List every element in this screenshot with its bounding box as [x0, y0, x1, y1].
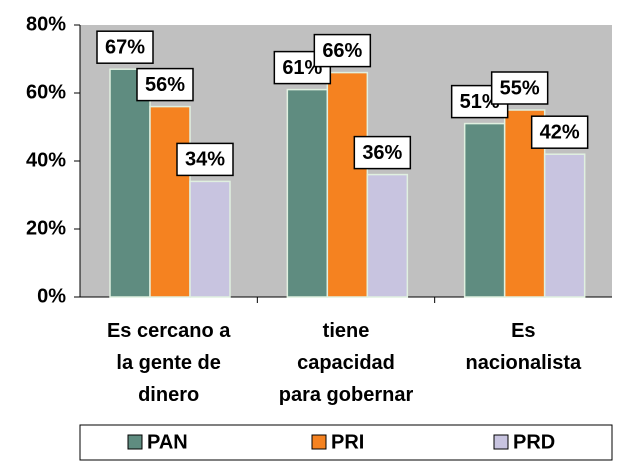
y-tick-label: 60% [26, 81, 66, 103]
value-label: 42% [540, 121, 580, 143]
y-tick-label: 0% [37, 285, 66, 307]
bar [286, 88, 329, 298]
value-label: 67% [105, 36, 145, 58]
value-label: 55% [500, 77, 540, 99]
value-label: 34% [185, 149, 225, 171]
y-tick-label: 20% [26, 217, 66, 239]
value-label-box [96, 30, 154, 64]
value-label: 56% [145, 74, 185, 96]
legend-swatch [127, 434, 143, 450]
x-tick-label: Es nacionalista [466, 320, 582, 374]
value-label: 51% [460, 91, 500, 113]
bar [326, 71, 369, 298]
y-tick-label: 40% [26, 149, 66, 171]
value-label: 61% [282, 57, 322, 79]
bar [366, 173, 409, 298]
value-label: 66% [322, 40, 362, 62]
value-label-box [490, 71, 549, 105]
bar [109, 68, 151, 298]
bar [463, 122, 506, 298]
legend-label: PRI [331, 431, 364, 453]
value-label-box [136, 67, 194, 102]
value-label-box [176, 142, 234, 177]
x-tick-label: Es cercano a la gente de dinero [107, 320, 231, 406]
legend-swatch [311, 434, 327, 450]
bar [543, 153, 586, 298]
bar [149, 105, 191, 298]
value-label: 36% [362, 142, 402, 164]
legend-swatch [493, 434, 509, 450]
bar [189, 180, 231, 298]
x-tick-label: tiene capacidad para gobernar [279, 320, 414, 406]
legend [79, 424, 613, 461]
value-label-box [313, 33, 372, 68]
value-label-box [530, 115, 589, 149]
legend-label: PAN [147, 431, 188, 453]
legend-label: PRD [513, 431, 555, 453]
y-tick-label: 80% [26, 13, 66, 35]
value-label-box [353, 135, 412, 170]
